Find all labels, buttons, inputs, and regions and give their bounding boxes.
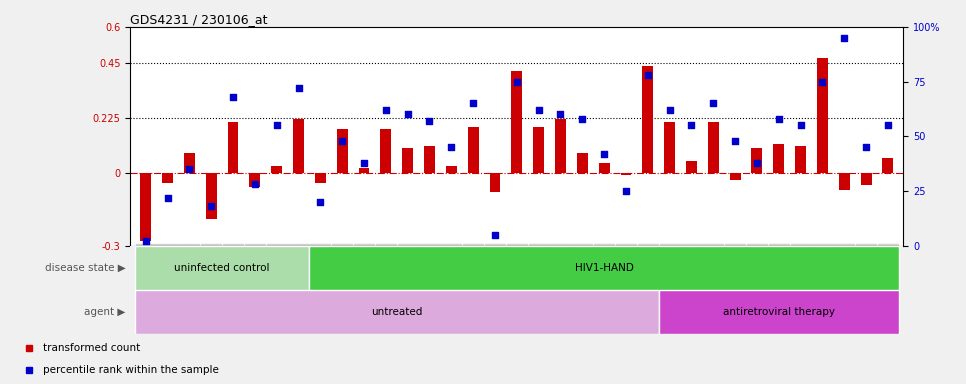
Point — [793, 122, 809, 128]
Bar — [446, 166, 457, 173]
Text: percentile rank within the sample: percentile rank within the sample — [43, 365, 219, 375]
Point — [684, 122, 699, 128]
Bar — [665, 122, 675, 173]
Point — [837, 35, 852, 41]
Point — [859, 144, 874, 150]
Point — [313, 199, 328, 205]
Point — [727, 137, 743, 144]
Bar — [135, 246, 309, 290]
Point — [400, 111, 415, 118]
Bar — [271, 166, 282, 173]
Bar — [642, 66, 653, 173]
Point — [771, 116, 786, 122]
Bar — [424, 146, 435, 173]
Point — [269, 122, 284, 128]
Text: transformed count: transformed count — [43, 343, 141, 353]
Bar — [555, 119, 566, 173]
Bar — [162, 173, 173, 182]
Bar — [599, 163, 610, 173]
Point — [705, 101, 721, 107]
Bar — [577, 153, 587, 173]
Point — [618, 188, 634, 194]
Point — [422, 118, 438, 124]
Bar — [315, 173, 326, 182]
Bar — [533, 127, 544, 173]
Point — [159, 195, 175, 201]
Point — [443, 144, 459, 150]
Point — [814, 79, 830, 85]
Point — [575, 116, 590, 122]
Text: agent ▶: agent ▶ — [84, 307, 126, 317]
Point — [138, 238, 154, 245]
Point — [356, 159, 372, 166]
Text: uninfected control: uninfected control — [174, 263, 270, 273]
Bar — [729, 173, 741, 180]
Text: untreated: untreated — [371, 307, 422, 317]
Point — [204, 203, 219, 209]
Bar — [293, 119, 304, 173]
Bar — [752, 149, 762, 173]
Point — [531, 107, 547, 113]
Bar — [381, 129, 391, 173]
Point — [509, 79, 525, 85]
Bar — [337, 129, 348, 173]
Bar — [817, 58, 828, 173]
Point — [466, 101, 481, 107]
Point — [640, 72, 656, 78]
Point — [553, 111, 568, 118]
Bar — [184, 153, 195, 173]
Bar — [228, 122, 239, 173]
Point — [247, 181, 263, 187]
Text: GDS4231 / 230106_at: GDS4231 / 230106_at — [130, 13, 268, 26]
Point — [334, 137, 350, 144]
Bar — [135, 290, 659, 334]
Point — [378, 107, 393, 113]
Bar — [206, 173, 216, 219]
Point — [750, 159, 765, 166]
Text: HIV1-HAND: HIV1-HAND — [575, 263, 634, 273]
Bar — [402, 149, 413, 173]
Bar — [838, 173, 850, 190]
Text: disease state ▶: disease state ▶ — [44, 263, 126, 273]
Bar — [659, 290, 898, 334]
Bar — [358, 168, 369, 173]
Point — [662, 107, 677, 113]
Point — [291, 85, 306, 91]
Point — [182, 166, 197, 172]
Bar — [511, 71, 523, 173]
Point — [596, 151, 611, 157]
Bar — [861, 173, 871, 185]
Bar — [774, 144, 784, 173]
Bar — [686, 161, 696, 173]
Bar — [490, 173, 500, 192]
Point — [225, 94, 241, 100]
Bar — [883, 158, 894, 173]
Bar — [795, 146, 806, 173]
Text: antiretroviral therapy: antiretroviral therapy — [723, 307, 835, 317]
Point — [880, 122, 895, 128]
Bar — [620, 173, 632, 175]
Bar — [708, 122, 719, 173]
Point — [487, 232, 502, 238]
Bar — [249, 173, 260, 187]
Bar — [309, 246, 898, 290]
Bar — [140, 173, 151, 241]
Bar — [468, 127, 478, 173]
